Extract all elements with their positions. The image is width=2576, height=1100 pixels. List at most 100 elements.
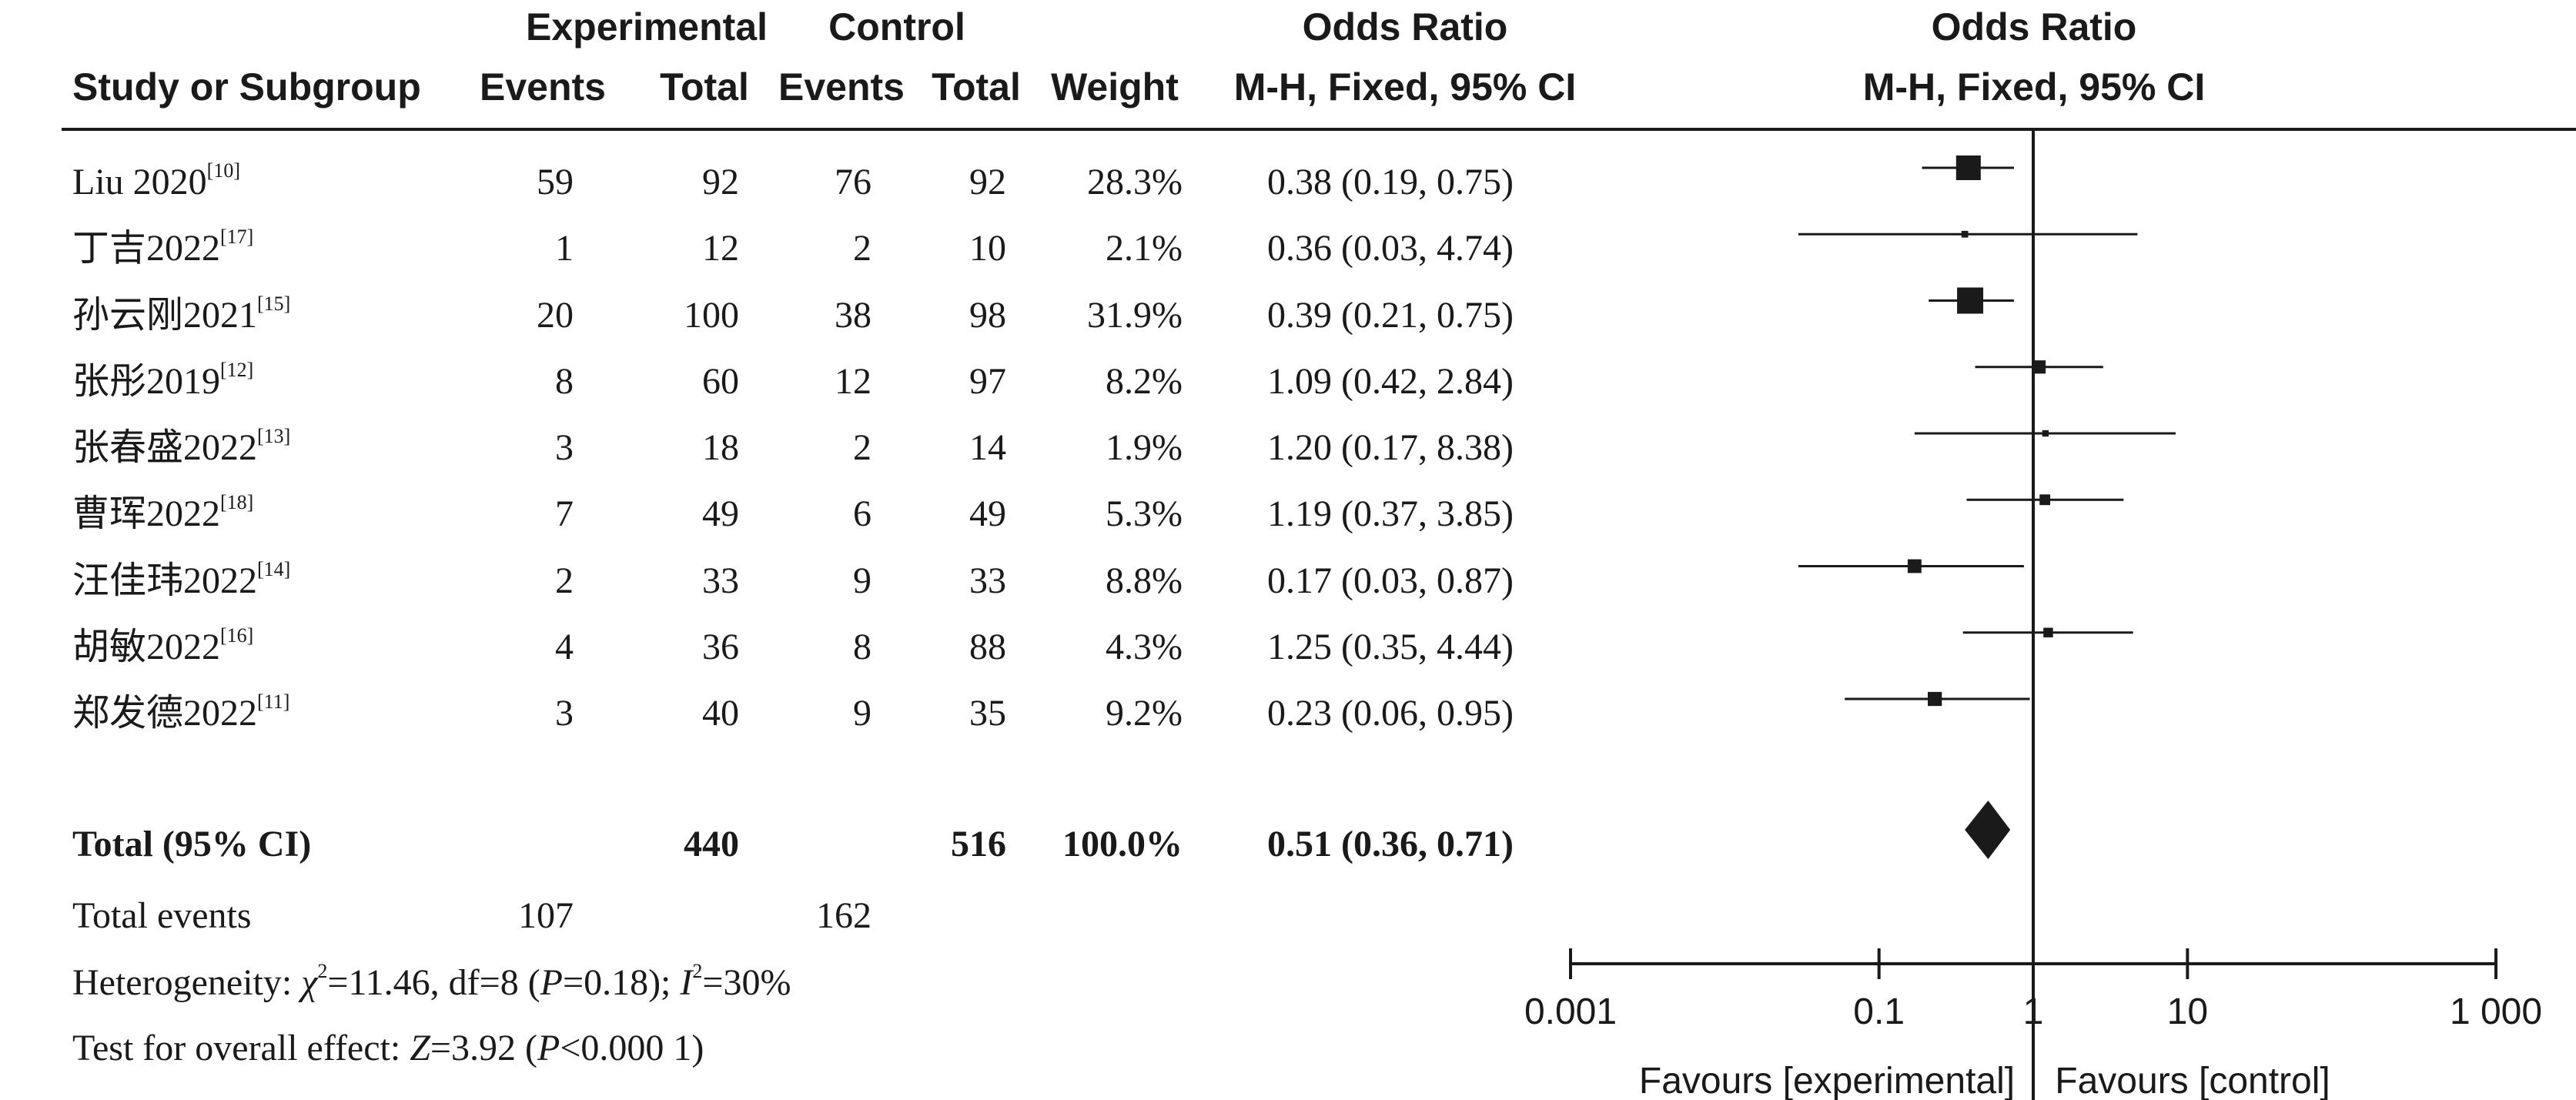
ctrl-total-cell: 10 xyxy=(969,228,1006,269)
weight-cell: 31.9% xyxy=(1087,294,1183,336)
study-point-estimate xyxy=(1961,230,1969,238)
ctrl-events-cell: 12 xyxy=(835,360,871,402)
exp-events-cell: 8 xyxy=(555,360,574,402)
or-ci-cell: 0.39 (0.21, 0.75) xyxy=(1267,294,1514,336)
overall-effect-line: Test for overall effect: Z=3.92 (P<0.000… xyxy=(72,1028,704,1068)
total-events-exp: 107 xyxy=(518,895,574,936)
ctrl-total-cell: 49 xyxy=(969,493,1006,535)
weight-cell: 5.3% xyxy=(1106,493,1183,535)
x-axis-tick-label: 1 000 xyxy=(2450,991,2542,1032)
method-plot-header: M-H, Fixed, 95% CI xyxy=(1862,65,2206,109)
exp-total-cell: 33 xyxy=(702,560,739,601)
pooled-estimate-diamond xyxy=(1965,801,2011,859)
study-name-text: Liu 2020 xyxy=(72,162,207,202)
study-name: 张春盛2022[13] xyxy=(72,426,290,468)
exp-total-header: Total xyxy=(660,65,749,109)
total-label: Total (95% CI) xyxy=(72,824,312,864)
total-events-ctrl: 162 xyxy=(816,895,871,936)
exp-events-cell: 59 xyxy=(537,162,574,202)
weight-cell: 2.1% xyxy=(1106,228,1183,269)
study-point-estimate xyxy=(2042,430,2049,437)
total-ctrl-total: 516 xyxy=(951,824,1006,864)
study-name-text: 丁吉2022 xyxy=(72,228,221,269)
study-name-text: 曹珲2022 xyxy=(72,493,221,535)
study-reference: [10] xyxy=(206,159,240,182)
study-point-estimate xyxy=(1928,691,1942,707)
exp-total-cell: 18 xyxy=(702,427,739,468)
or-ci-cell: 0.36 (0.03, 4.74) xyxy=(1267,228,1514,269)
control-group-header: Control xyxy=(828,5,965,48)
study-name-text: 张彤2019 xyxy=(72,360,221,402)
or-ci-cell: 0.17 (0.03, 0.87) xyxy=(1267,560,1514,601)
weight-cell: 28.3% xyxy=(1087,162,1183,202)
odds-ratio-table-header: Odds Ratio xyxy=(1302,5,1508,48)
x-axis-tick-label: 1 xyxy=(2023,991,2044,1032)
study-reference: [11] xyxy=(257,690,290,713)
ctrl-events-cell: 9 xyxy=(853,693,871,734)
study-name: 张彤2019[12] xyxy=(72,359,253,402)
ctrl-total-header: Total xyxy=(932,65,1021,109)
study-name-text: 胡敏2022 xyxy=(72,626,221,667)
study-name-text: 郑发德2022 xyxy=(72,693,258,734)
ctrl-events-cell: 76 xyxy=(835,162,871,202)
x-axis-tick-label: 10 xyxy=(2167,991,2208,1032)
study-point-estimate xyxy=(2032,360,2046,374)
study-name: 郑发德2022[11] xyxy=(72,692,289,734)
ctrl-events-cell: 38 xyxy=(835,294,871,336)
total-ci: 0.51 (0.36, 0.71) xyxy=(1267,824,1514,864)
or-ci-cell: 0.23 (0.06, 0.95) xyxy=(1267,693,1514,734)
heterogeneity-line: Heterogeneity: χ2=11.46, df=8 (P=0.18); … xyxy=(72,960,791,1003)
x-axis-tick-label: 0.001 xyxy=(1524,991,1617,1032)
experimental-group-header: Experimental xyxy=(525,5,768,48)
weight-cell: 8.8% xyxy=(1106,560,1183,601)
study-name-text: 汪佳玮2022 xyxy=(72,560,258,601)
exp-events-header: Events xyxy=(480,65,606,109)
ctrl-total-cell: 14 xyxy=(969,427,1006,468)
exp-total-cell: 12 xyxy=(702,228,739,269)
or-ci-cell: 1.25 (0.35, 4.44) xyxy=(1267,626,1514,667)
weight-cell: 9.2% xyxy=(1106,693,1183,734)
ctrl-total-cell: 88 xyxy=(969,626,1006,667)
or-ci-cell: 0.38 (0.19, 0.75) xyxy=(1267,162,1514,202)
study-name: Liu 2020[10] xyxy=(72,161,240,202)
exp-total-cell: 36 xyxy=(702,626,739,667)
study-point-estimate xyxy=(1955,155,1981,181)
exp-total-cell: 40 xyxy=(702,693,739,734)
exp-events-cell: 3 xyxy=(555,427,574,468)
ctrl-events-cell: 8 xyxy=(853,626,871,667)
weight-cell: 8.2% xyxy=(1106,360,1183,402)
study-point-estimate xyxy=(1907,559,1922,573)
weight-cell: 1.9% xyxy=(1106,427,1183,468)
exp-total-cell: 100 xyxy=(684,294,739,336)
study-point-estimate xyxy=(2039,494,2051,506)
study-reference: [14] xyxy=(257,557,291,580)
header-rule xyxy=(62,128,2576,131)
study-name: 曹珲2022[18] xyxy=(72,493,253,535)
favours-experimental-label: Favours [experimental] xyxy=(1639,1061,2015,1100)
exp-total-cell: 60 xyxy=(702,360,739,402)
odds-ratio-plot-header: Odds Ratio xyxy=(1931,5,2137,48)
ctrl-total-cell: 92 xyxy=(969,162,1006,202)
exp-events-cell: 7 xyxy=(555,493,574,535)
study-point-estimate xyxy=(2043,627,2053,637)
study-name: 孙云刚2021[15] xyxy=(72,293,290,334)
ctrl-total-cell: 35 xyxy=(969,693,1006,734)
x-axis-tick-label: 0.1 xyxy=(1853,991,1905,1032)
or-ci-cell: 1.19 (0.37, 3.85) xyxy=(1267,493,1514,535)
or-ci-cell: 1.09 (0.42, 2.84) xyxy=(1267,360,1514,402)
ctrl-events-cell: 2 xyxy=(853,427,871,468)
ctrl-total-cell: 33 xyxy=(969,560,1006,601)
exp-events-cell: 4 xyxy=(555,626,574,667)
exp-events-cell: 1 xyxy=(555,228,574,269)
study-name-text: 张春盛2022 xyxy=(72,427,258,468)
exp-total-cell: 49 xyxy=(702,493,739,535)
exp-events-cell: 3 xyxy=(555,693,574,734)
study-name: 胡敏2022[16] xyxy=(72,625,253,667)
method-table-header: M-H, Fixed, 95% CI xyxy=(1233,65,1577,109)
total-events-label: Total events xyxy=(72,895,252,936)
study-reference: [16] xyxy=(220,624,254,647)
or-ci-cell: 1.20 (0.17, 8.38) xyxy=(1267,427,1514,468)
ctrl-total-cell: 98 xyxy=(969,294,1006,336)
study-reference: [18] xyxy=(220,491,254,514)
